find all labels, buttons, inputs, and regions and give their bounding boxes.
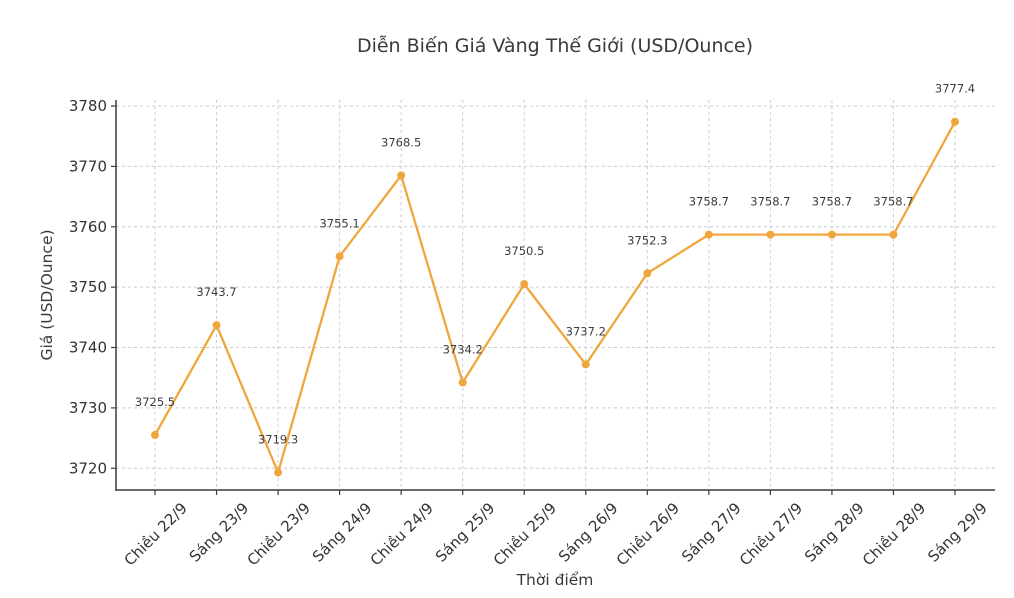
y-tick-label: 3780 <box>69 97 107 115</box>
x-tick-label: Sáng 24/9 <box>309 499 376 566</box>
x-tick-label: Sáng 28/9 <box>801 499 868 566</box>
y-axis-label: Giá (USD/Ounce) <box>38 229 56 360</box>
value-label: 3755.1 <box>319 216 359 230</box>
x-tick-label: Sáng 25/9 <box>432 499 499 566</box>
y-tick-label: 3730 <box>69 399 107 417</box>
axes-layer <box>111 100 995 495</box>
y-tick-label: 3770 <box>69 157 107 175</box>
value-label: 3737.2 <box>566 324 606 338</box>
data-point-marker <box>212 321 221 330</box>
x-tick-label: Sáng 26/9 <box>555 499 622 566</box>
value-label: 3758.7 <box>689 195 729 209</box>
data-point-marker <box>643 269 652 278</box>
x-axis-label: Thời điểm <box>516 571 594 589</box>
data-point-marker <box>520 280 529 289</box>
value-label: 3734.2 <box>443 343 483 357</box>
x-tick-label: Chiều 25/9 <box>490 499 560 569</box>
data-point-marker <box>581 360 590 369</box>
grid-layer <box>116 100 995 490</box>
data-point-marker <box>335 252 344 261</box>
y-tick-label: 3750 <box>69 278 107 296</box>
data-point-marker <box>274 468 283 477</box>
value-label: 3743.7 <box>196 285 236 299</box>
value-label: 3758.7 <box>750 195 790 209</box>
data-point-marker <box>458 378 467 387</box>
x-tick-label: Chiều 22/9 <box>121 499 191 569</box>
data-point-marker <box>766 230 775 239</box>
data-point-marker <box>704 230 713 239</box>
x-tick-label: Chiều 26/9 <box>613 499 683 569</box>
value-label: 3725.5 <box>135 395 175 409</box>
y-tick-label: 3720 <box>69 459 107 477</box>
data-point-marker <box>151 431 159 440</box>
x-tick-label: Chiều 27/9 <box>736 499 806 569</box>
value-label: 3777.4 <box>935 82 975 96</box>
value-label: 3750.5 <box>504 244 544 258</box>
series-layer <box>151 117 959 477</box>
x-tick-label: Chiều 24/9 <box>367 499 437 569</box>
x-tick-label: Sáng 29/9 <box>924 499 991 566</box>
x-tick-label: Chiều 28/9 <box>859 499 929 569</box>
value-label: 3758.7 <box>812 195 852 209</box>
value-labels-layer: 3725.5 3743.7 3719.3 3755.1 3768.5 3734.2 3750… <box>135 82 975 447</box>
x-tick-label: Sáng 23/9 <box>186 499 253 566</box>
data-point-marker <box>397 171 406 180</box>
price-line <box>153 120 957 474</box>
x-tick-label: Chiều 23/9 <box>244 499 314 569</box>
chart-title: Diễn Biến Giá Vàng Thế Giới (USD/Ounce) <box>357 34 753 57</box>
data-point-marker <box>889 230 898 239</box>
x-tick-label: Sáng 27/9 <box>678 499 745 566</box>
value-label: 3768.5 <box>381 135 421 149</box>
y-tick-label: 3740 <box>69 339 107 357</box>
data-point-marker <box>827 230 836 239</box>
value-label: 3758.7 <box>873 195 913 209</box>
y-tick-label: 3760 <box>69 218 107 236</box>
data-point-marker <box>951 117 959 126</box>
value-label: 3719.3 <box>258 432 298 446</box>
value-label: 3752.3 <box>627 233 667 247</box>
